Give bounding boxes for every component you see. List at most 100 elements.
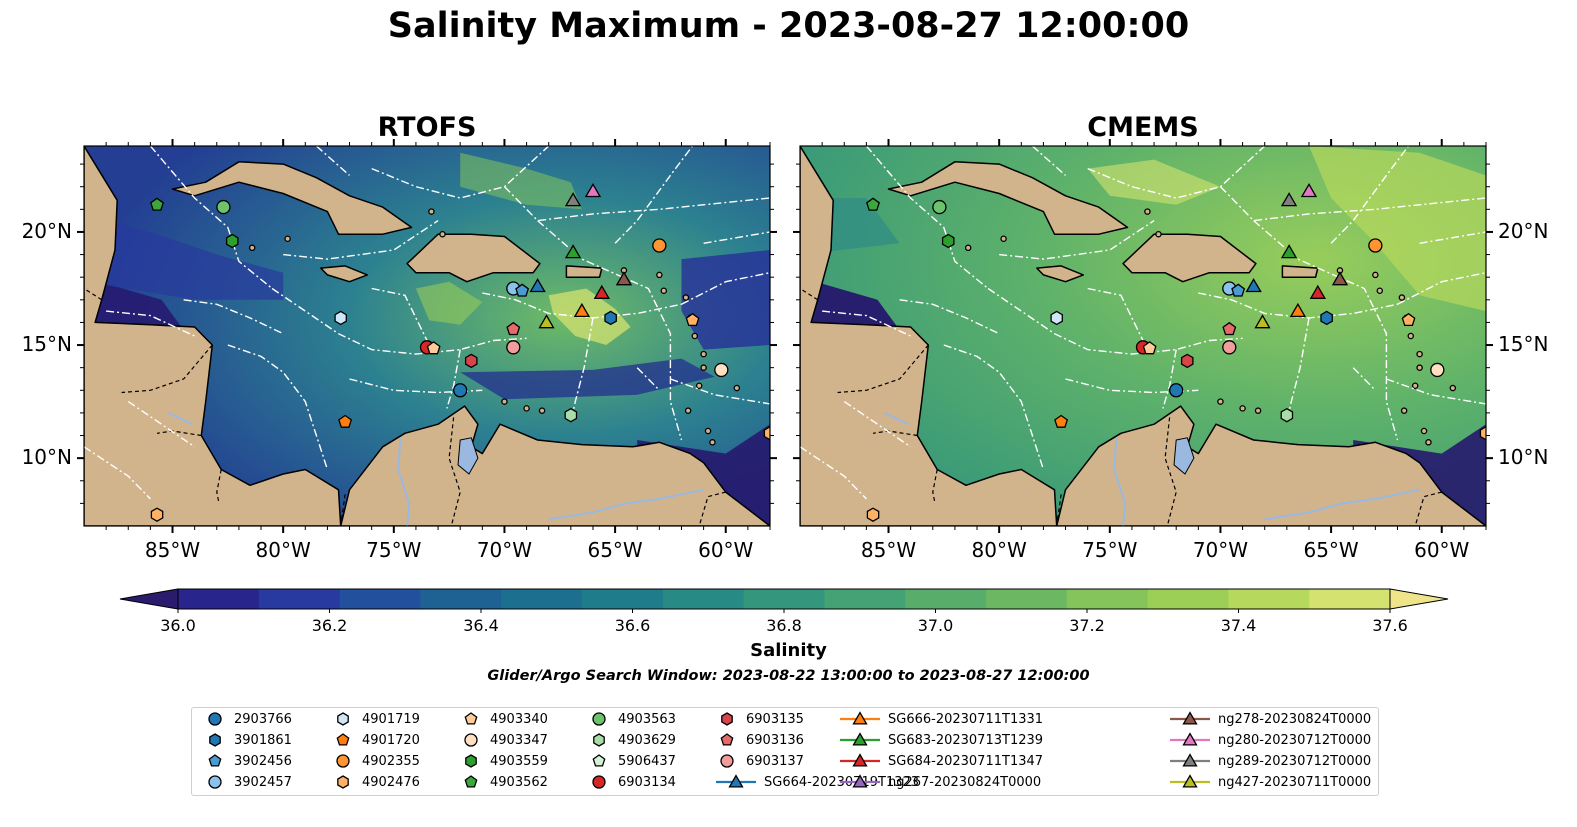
legend-label: 3902457 [234, 774, 292, 790]
observation-marker [334, 310, 347, 326]
legend-label: 4903629 [618, 732, 676, 748]
legend-marker [852, 732, 868, 746]
observation-marker [1430, 362, 1445, 378]
lon-tick-label: 60°W [1414, 538, 1470, 562]
colorbar-bin [986, 589, 1068, 609]
legend-item: SG683-20230713T1239 [840, 730, 1043, 750]
legend-item: ng427-20230711T0000 [1170, 772, 1371, 792]
colorbar-bin [258, 589, 341, 609]
legend-label: 6903134 [618, 774, 676, 790]
search-window-text: Glider/Argo Search Window: 2023-08-22 13… [487, 668, 1090, 684]
colorbar-bin [1147, 589, 1229, 609]
legend-label: 4902476 [362, 774, 420, 790]
legend-item: 4903559 [460, 751, 548, 771]
observation-marker [685, 312, 700, 327]
observation-marker [1231, 283, 1246, 297]
legend-item: 5906437 [588, 751, 676, 771]
colorbar-bin [743, 589, 825, 609]
colorbar-tick-label: 37.2 [1069, 616, 1105, 635]
colorbar-bin [1066, 589, 1149, 609]
observation-marker [1309, 284, 1327, 299]
observation-marker [1142, 341, 1157, 355]
panel-title-cmems: CMEMS [1087, 112, 1199, 143]
lat-tick-label-left: 20°N [21, 218, 72, 243]
legend-marker [720, 733, 734, 746]
legend-marker [208, 754, 222, 767]
observation-marker [763, 426, 770, 441]
observation-marker [866, 197, 880, 211]
colorbar-bin [1309, 589, 1391, 609]
legend-marker [464, 775, 478, 788]
observation-marker [941, 233, 955, 249]
observation-marker [529, 278, 546, 293]
observation-marker [538, 314, 555, 329]
panel-title-rtofs: RTOFS [377, 112, 477, 143]
lon-tick-label: 65°W [587, 538, 643, 562]
lon-tick-label: 80°W [255, 538, 311, 562]
legend-marker [1182, 774, 1198, 788]
legend-marker [337, 712, 349, 726]
legend-item: 4903347 [460, 730, 548, 750]
legend-label: ng267-20230824T0000 [888, 774, 1042, 790]
lon-tick-label: 75°W [1082, 538, 1138, 562]
observation-marker [866, 507, 880, 522]
observation-marker [1331, 271, 1349, 286]
observation-marker [150, 197, 164, 211]
legend-item: 4901720 [332, 730, 420, 750]
legend-label: 6903135 [746, 711, 804, 727]
colorbar-extend-high [1389, 588, 1449, 610]
map-panels [77, 139, 1493, 533]
legend-label: 4903563 [618, 711, 676, 727]
legend-item: 6903136 [716, 730, 804, 750]
legend-item: ng267-20230824T0000 [840, 772, 1041, 792]
colorbar-bin [178, 589, 260, 609]
main-title: Salinity Maximum - 2023-08-27 12:00:00 [387, 6, 1190, 46]
legend-label: 4903559 [490, 753, 548, 769]
colorbar-bin [905, 589, 987, 609]
legend: 2903766 3901861 3902456 3902457 4901719 49017… [191, 707, 1379, 796]
legend-marker [593, 733, 605, 747]
observation-marker [1289, 302, 1307, 318]
observation-marker [652, 238, 667, 253]
observation-marker [453, 383, 468, 398]
legend-label: 2903766 [234, 711, 292, 727]
legend-label: 4901720 [362, 732, 420, 748]
legend-item: 4901719 [332, 709, 420, 729]
observation-marker [1300, 183, 1318, 198]
legend-label: ng289-20230712T0000 [1218, 753, 1372, 769]
legend-label: 4902355 [362, 753, 420, 769]
legend-label: 4903562 [490, 774, 548, 790]
legend-marker [592, 754, 606, 767]
legend-item: 4902476 [332, 772, 420, 792]
legend-marker [464, 712, 478, 725]
observation-marker [1180, 353, 1194, 369]
legend-item: 4903562 [460, 772, 548, 792]
observation-marker [1050, 310, 1063, 326]
legend-marker [336, 733, 350, 746]
legend-marker [336, 754, 350, 768]
observation-marker [1245, 278, 1262, 293]
colorbar-tick-label: 36.6 [614, 616, 651, 635]
legend-marker [852, 774, 868, 788]
observation-marker [515, 283, 530, 297]
observation-marker [216, 199, 231, 215]
observation-marker [506, 321, 521, 336]
observation-marker [338, 414, 353, 428]
legend-marker [337, 775, 349, 789]
lat-tick-label-left: 10°N [21, 445, 72, 470]
legend-item: 2903766 [204, 709, 292, 729]
observation-marker [1320, 310, 1333, 326]
colorbar-bin [1228, 589, 1310, 609]
observation-marker [464, 353, 478, 369]
lon-tick-label: 75°W [366, 538, 422, 562]
observation-marker [1054, 414, 1069, 428]
colorbar-bin [501, 589, 583, 609]
legend-marker [208, 712, 222, 726]
rtofs-map [77, 139, 777, 533]
observation-marker [150, 507, 164, 522]
observation-marker [615, 271, 633, 286]
colorbar-bin [420, 589, 502, 609]
observation-marker [573, 302, 591, 318]
legend-label: 3902456 [234, 753, 292, 769]
legend-marker [1182, 711, 1198, 725]
